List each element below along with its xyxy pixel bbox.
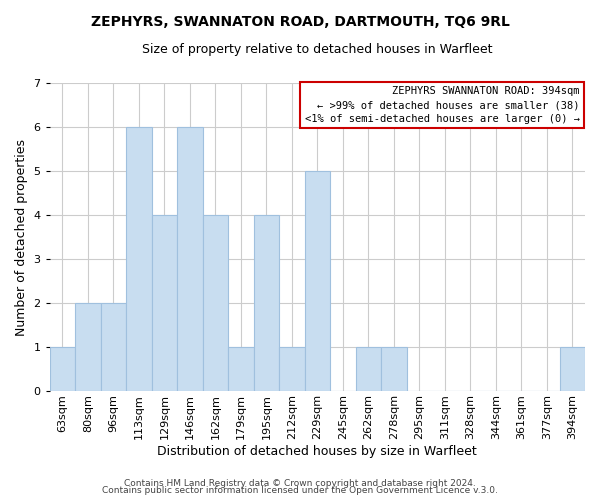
Bar (126, 127, 152, 391)
Text: ZEPHYRS, SWANNATON ROAD, DARTMOUTH, TQ6 9RL: ZEPHYRS, SWANNATON ROAD, DARTMOUTH, TQ6 … (91, 15, 509, 29)
Bar (254, 215, 279, 391)
X-axis label: Distribution of detached houses by size in Warfleet: Distribution of detached houses by size … (157, 444, 477, 458)
Text: ZEPHYRS SWANNATON ROAD: 394sqm
← >99% of detached houses are smaller (38)
<1% of: ZEPHYRS SWANNATON ROAD: 394sqm ← >99% of… (305, 86, 580, 124)
Bar (177, 127, 203, 391)
Y-axis label: Number of detached properties: Number of detached properties (15, 138, 28, 336)
Text: Contains public sector information licensed under the Open Government Licence v.: Contains public sector information licen… (102, 486, 498, 495)
Text: Contains HM Land Registry data © Crown copyright and database right 2024.: Contains HM Land Registry data © Crown c… (124, 478, 476, 488)
Bar (305, 171, 330, 391)
Bar (279, 347, 305, 391)
Bar (381, 347, 407, 391)
Bar (228, 347, 254, 391)
Bar (50, 347, 75, 391)
Bar (203, 215, 228, 391)
Bar (560, 347, 585, 391)
Bar (152, 215, 177, 391)
Bar (356, 347, 381, 391)
Title: Size of property relative to detached houses in Warfleet: Size of property relative to detached ho… (142, 42, 493, 56)
Bar (75, 303, 101, 391)
Bar (101, 303, 126, 391)
